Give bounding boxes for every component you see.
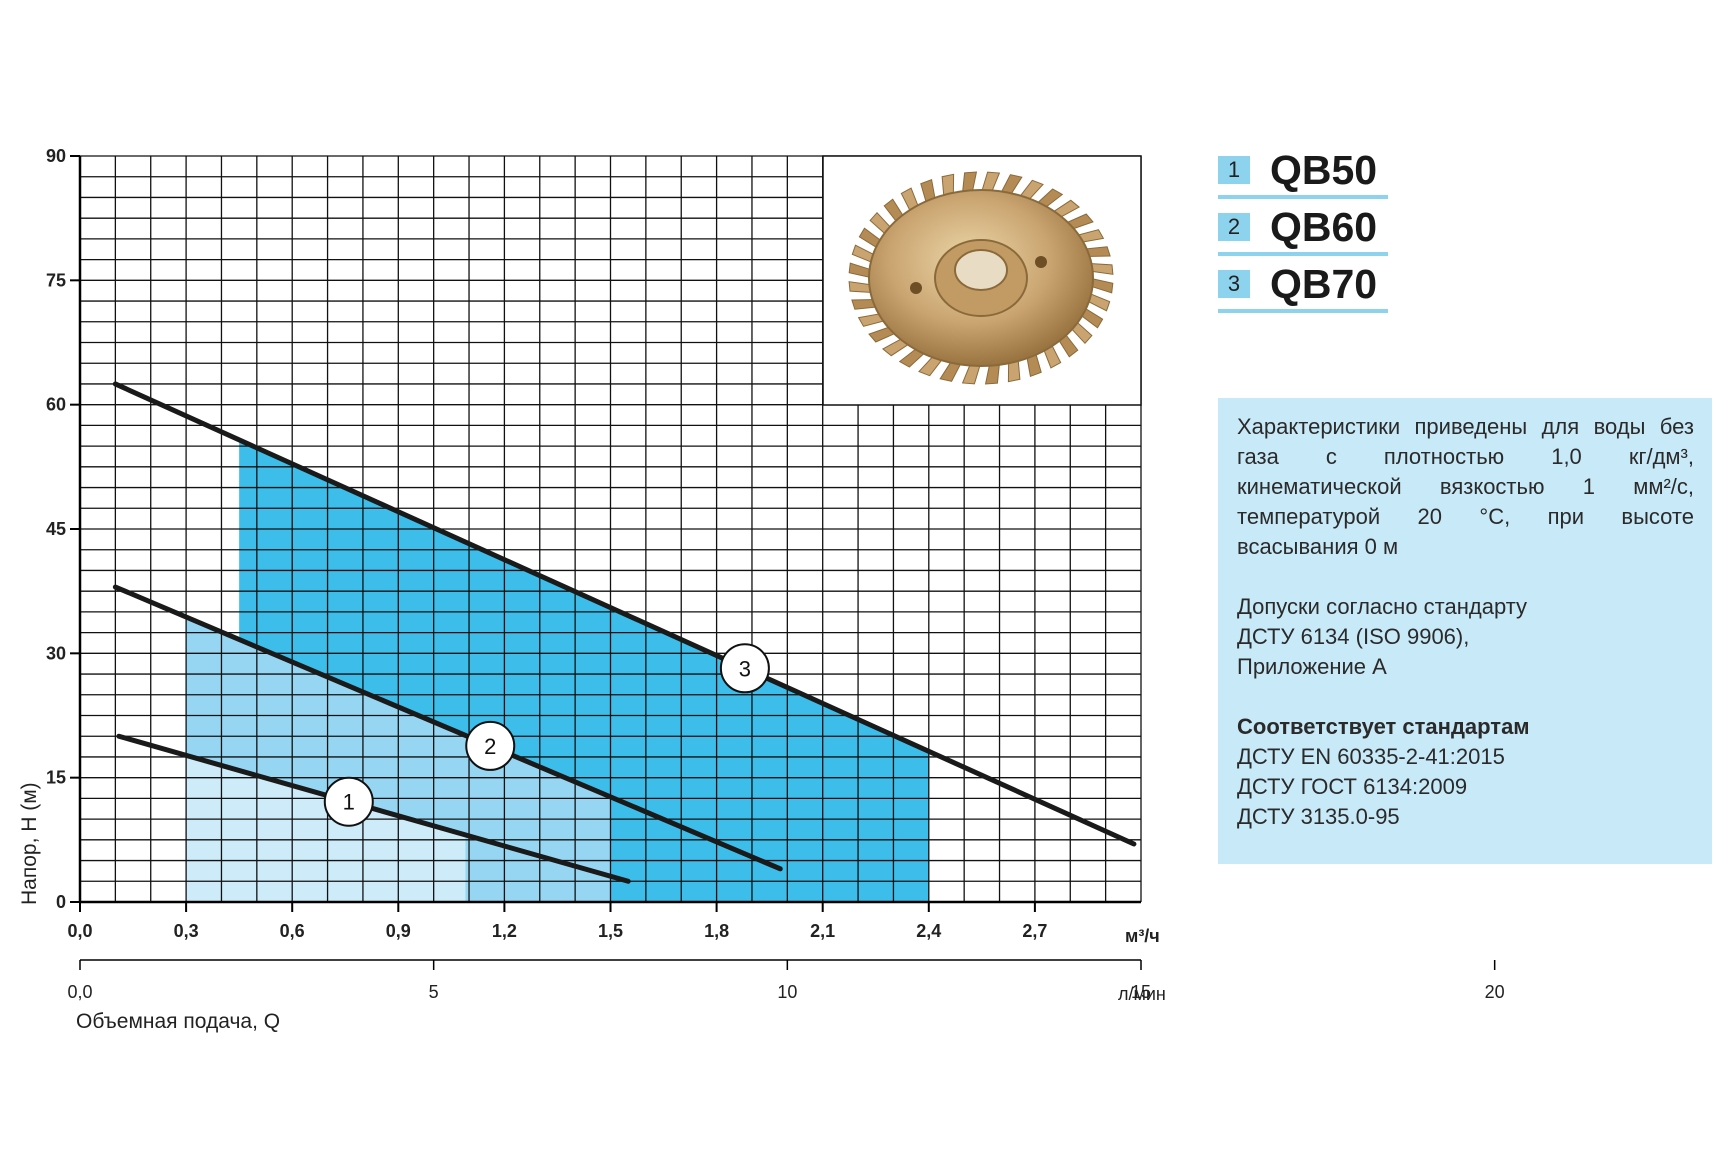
y-tick-label: 15 <box>46 768 66 788</box>
x-tick-label: 0,3 <box>174 921 199 941</box>
legend-model: QB50 <box>1270 147 1378 193</box>
pump-curves: 1 2 3 <box>112 381 1137 884</box>
legend-item: 2 QB60 <box>1218 203 1388 256</box>
x-axis-label: Объемная подача, Q <box>76 1010 280 1033</box>
x-tick-label: 1,8 <box>704 921 729 941</box>
x2-tick-label: 10 <box>777 982 797 1002</box>
x-tick-label: 2,1 <box>810 921 835 941</box>
x-tick-label: 0,6 <box>280 921 305 941</box>
curve-marker-label: 3 <box>739 656 751 681</box>
legend-model: QB70 <box>1270 261 1378 307</box>
notes-tolerance-line: ДСТУ 6134 (ISO 9906), <box>1237 624 1470 649</box>
legend-number: 3 <box>1218 270 1250 298</box>
impeller-image <box>848 171 1114 385</box>
y-tick-label: 60 <box>46 395 66 415</box>
y-axis-label: Напор, H (м) <box>18 782 41 905</box>
notes-panel: Характеристики приведены для воды без га… <box>1218 398 1712 864</box>
notes-standard-item: ДСТУ 3135.0-95 <box>1237 804 1400 829</box>
notes-standards-title: Соответствует стандартам <box>1237 714 1530 739</box>
chart-grid <box>79 155 1142 903</box>
legend-model: QB60 <box>1270 204 1378 250</box>
notes-conditions: Характеристики приведены для воды без га… <box>1237 414 1694 559</box>
notes-tolerance-line: Допуски согласно стандарту <box>1237 594 1528 619</box>
x2-tick-label: 5 <box>429 982 439 1002</box>
operating-bands <box>186 439 929 902</box>
y-tick-label: 90 <box>46 146 66 166</box>
legend: 1 QB50 2 QB60 3 QB70 <box>1218 146 1388 317</box>
x-unit-primary: м³/ч <box>1125 926 1160 946</box>
x-tick-labels-primary: 0,0 0,3 0,6 0,9 1,2 1,5 1,8 2,1 2,4 2,7 <box>67 902 1047 941</box>
curve-series-3 <box>112 381 1137 847</box>
notes-standard-item: ДСТУ EN 60335-2-41:2015 <box>1237 744 1505 769</box>
legend-number: 2 <box>1218 213 1250 241</box>
y-tick-labels: 90 75 60 45 30 15 0 <box>46 146 80 912</box>
legend-item: 1 QB50 <box>1218 146 1388 199</box>
y-tick-label: 75 <box>46 270 66 290</box>
curve-marker-label: 2 <box>484 734 496 759</box>
curve-series-2 <box>112 584 783 872</box>
x-tick-label: 2,4 <box>916 921 941 941</box>
curve-marker-3 <box>719 643 770 694</box>
notes-tolerance-line: Приложение А <box>1237 654 1387 679</box>
curve-marker-1 <box>323 776 374 827</box>
x-tick-label: 1,5 <box>598 921 623 941</box>
y-tick-label: 45 <box>46 519 66 539</box>
y-tick-label: 0 <box>56 892 66 912</box>
curve-marker-2 <box>465 720 516 771</box>
x-tick-labels-secondary: 0,051015202530354045 <box>67 960 1505 1002</box>
x2-tick-label: 20 <box>1485 982 1505 1002</box>
x-tick-label: 2,7 <box>1022 921 1047 941</box>
curve-marker-label: 1 <box>343 790 355 815</box>
legend-number: 1 <box>1218 156 1250 184</box>
curve-series-1 <box>116 733 631 884</box>
x-tick-label: 0,9 <box>386 921 411 941</box>
x-tick-label: 0,0 <box>67 921 92 941</box>
notes-standard-item: ДСТУ ГОСТ 6134:2009 <box>1237 774 1468 799</box>
x-unit-secondary: л/мин <box>1118 984 1166 1004</box>
x2-tick-label: 0,0 <box>67 982 92 1002</box>
legend-item: 3 QB70 <box>1218 260 1388 313</box>
x2-tick-label: 15 <box>1131 982 1151 1002</box>
band-series-1 <box>186 755 466 902</box>
x-tick-label: 1,2 <box>492 921 517 941</box>
y-tick-label: 30 <box>46 643 66 663</box>
